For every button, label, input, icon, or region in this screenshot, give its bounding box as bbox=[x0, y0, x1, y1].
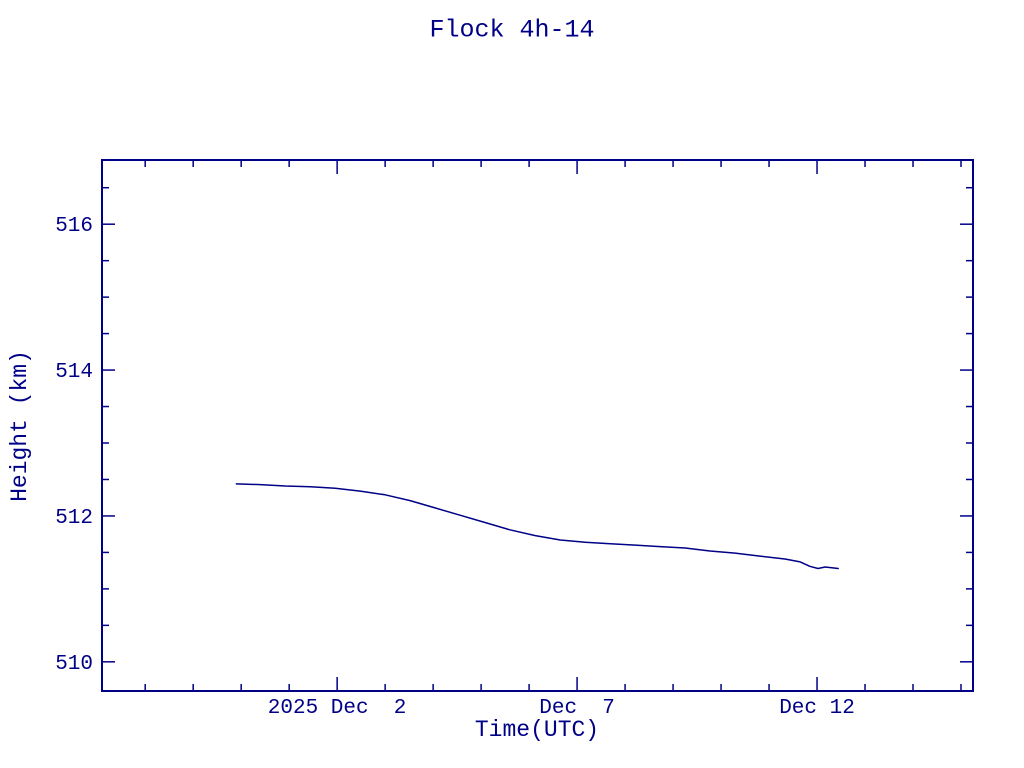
plot-frame bbox=[101, 159, 974, 692]
y-axis-label: Height (km) bbox=[7, 350, 33, 502]
y-tick-label: 512 bbox=[55, 507, 93, 530]
y-tick-label: 514 bbox=[55, 361, 93, 384]
x-tick-label: Dec 12 bbox=[779, 697, 855, 720]
y-tick-label: 510 bbox=[55, 653, 93, 676]
height-curve bbox=[235, 483, 839, 570]
x-tick-label: Dec 7 bbox=[539, 697, 615, 720]
x-axis-label: Time(UTC) bbox=[474, 717, 600, 743]
chart-title: Flock 4h-14 bbox=[429, 15, 595, 45]
y-tick-label: 516 bbox=[55, 215, 93, 238]
x-tick-label: 2025 Dec 2 bbox=[268, 697, 407, 720]
